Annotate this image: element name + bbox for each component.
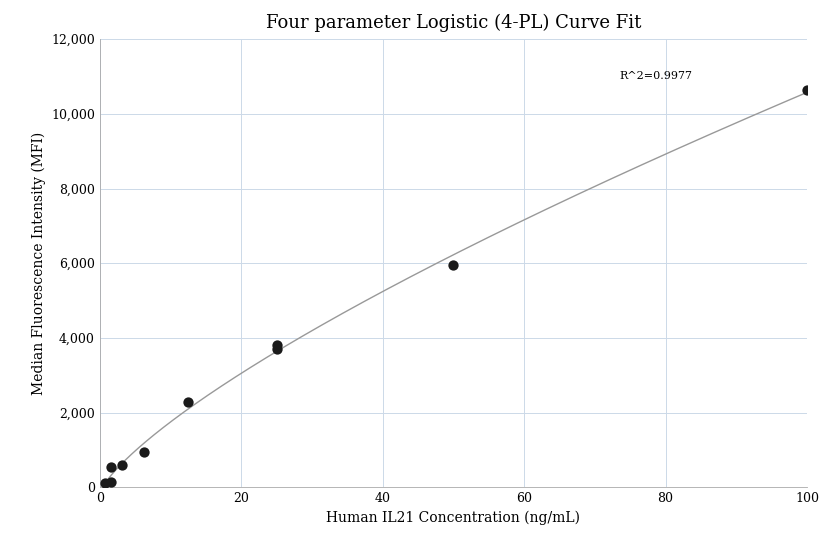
Point (104, 462, 117, 471)
Point (104, 477, 117, 486)
X-axis label: Human IL21 Concentration (ng/mL): Human IL21 Concentration (ng/mL) (326, 511, 581, 525)
Point (270, 341, 283, 350)
Y-axis label: Median Fluorescence Intensity (MFI): Median Fluorescence Intensity (MFI) (31, 132, 46, 395)
Point (137, 447, 151, 456)
Point (116, 460, 129, 469)
Text: R^2=0.9977: R^2=0.9977 (620, 71, 692, 81)
Title: Four parameter Logistic (4-PL) Curve Fit: Four parameter Logistic (4-PL) Curve Fit (265, 14, 641, 32)
Point (270, 344, 283, 353)
Point (99, 479, 112, 488)
Point (181, 398, 195, 407)
Point (800, 85, 814, 94)
Point (447, 260, 460, 269)
